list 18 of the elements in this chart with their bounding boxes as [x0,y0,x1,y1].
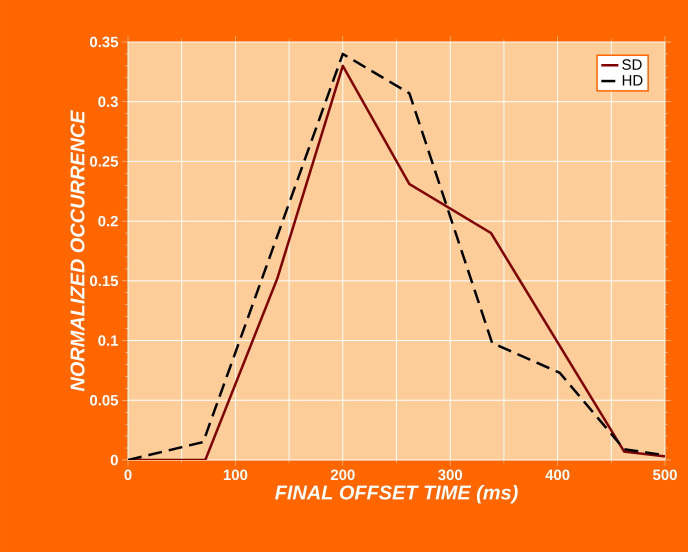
y-tick-label: 0.2 [98,216,118,226]
legend-label: SD [622,59,642,70]
y-tick-label: 0.25 [90,156,118,167]
y-tick-label: 0.05 [90,394,118,406]
x-axis-title: FINAL OFFSET TIME (ms) [275,484,518,504]
y-tick-label: 0.1 [98,335,118,346]
x-tick-label: 400 [545,470,570,480]
x-tick-label: 500 [652,470,677,480]
x-tick-label: 100 [224,470,248,480]
y-tick-label: 0.35 [90,36,118,48]
y-tick-label: 0.15 [90,276,118,286]
x-tick-label: 0 [124,470,132,480]
x-tick-label: 300 [438,470,462,480]
y-tick-label: 0.3 [98,96,118,108]
legend-label: HD [622,75,642,86]
x-tick-label: 200 [330,470,355,480]
y-tick-label: 0 [110,454,118,466]
y-axis-title: NORMALIZED OCCURRENCE [70,110,85,392]
